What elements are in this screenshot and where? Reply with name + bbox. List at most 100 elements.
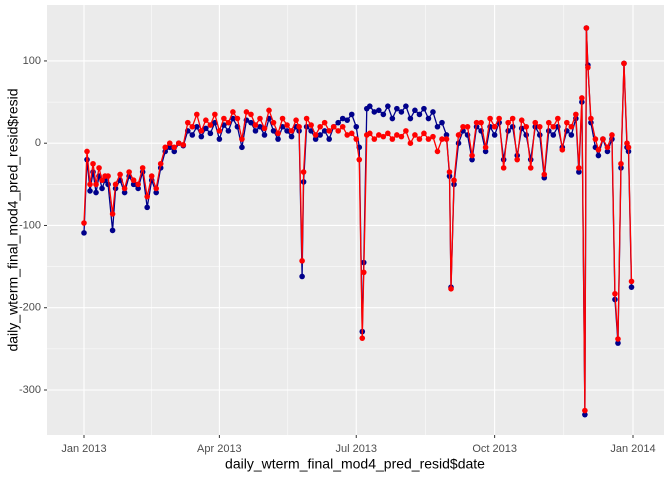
data-point: [398, 109, 405, 115]
data-point: [416, 136, 423, 142]
data-point: [293, 117, 299, 123]
data-point: [296, 123, 302, 130]
data-point: [403, 128, 409, 134]
data-point: [93, 189, 99, 196]
data-point: [621, 60, 627, 67]
data-point: [207, 122, 214, 128]
data-point: [207, 130, 214, 137]
data-point: [225, 128, 232, 134]
data-point: [344, 132, 351, 138]
data-point: [360, 269, 367, 276]
data-point: [248, 111, 254, 118]
data-point: [366, 103, 373, 109]
data-point: [81, 220, 87, 226]
data-point: [615, 340, 621, 346]
data-point: [389, 115, 396, 122]
data-point: [275, 136, 281, 142]
data-point: [380, 133, 387, 140]
data-point: [330, 123, 337, 130]
data-point: [380, 111, 387, 118]
data-point: [203, 117, 209, 123]
data-point: [317, 132, 323, 138]
data-point: [144, 204, 150, 211]
data-point: [628, 278, 635, 285]
data-point: [595, 152, 602, 159]
data-point: [126, 169, 132, 175]
data-point: [99, 177, 105, 184]
data-point: [448, 286, 454, 292]
data-point: [376, 107, 382, 114]
data-point: [455, 132, 462, 138]
data-point: [559, 146, 566, 153]
data-point: [356, 156, 363, 163]
data-point: [99, 185, 105, 192]
data-point: [184, 119, 191, 126]
data-point: [234, 115, 241, 122]
data-point: [482, 148, 489, 155]
data-point: [230, 109, 236, 115]
data-point: [523, 123, 530, 130]
x-tick-label: Jan 2014: [610, 443, 655, 455]
data-point: [573, 111, 579, 118]
x-tick-label: Jan 2013: [61, 443, 106, 455]
data-point: [487, 115, 493, 122]
data-point: [339, 115, 346, 122]
data-point: [148, 173, 155, 179]
x-tick-label: Apr 2013: [197, 443, 242, 455]
data-point: [284, 122, 290, 128]
data-point: [335, 119, 342, 126]
data-point: [135, 181, 141, 188]
data-point: [239, 144, 245, 151]
data-point: [257, 123, 263, 130]
data-point: [90, 160, 96, 167]
data-point: [509, 115, 516, 122]
data-point: [312, 136, 319, 142]
data-point: [473, 119, 480, 126]
data-point: [321, 119, 328, 126]
data-point: [130, 181, 137, 188]
data-point: [582, 411, 588, 418]
data-point: [239, 136, 245, 142]
data-point: [576, 169, 582, 175]
data-point: [505, 119, 511, 126]
data-point: [434, 123, 441, 130]
y-tick-label: 100: [23, 55, 41, 67]
data-point: [194, 111, 200, 118]
data-point: [550, 123, 557, 130]
y-tick-label: -200: [19, 302, 41, 314]
x-axis-title: daily_wterm_final_mod4_pred_resid$date: [225, 456, 485, 472]
data-point: [600, 136, 606, 142]
data-point: [212, 111, 218, 118]
data-point: [478, 119, 484, 126]
data-point: [221, 115, 227, 122]
y-tick-label: -300: [19, 384, 41, 396]
data-point: [385, 103, 391, 109]
data-point: [582, 407, 588, 414]
data-point: [628, 284, 635, 290]
data-point: [270, 128, 277, 134]
data-point: [157, 160, 164, 167]
data-point: [261, 125, 268, 132]
y-tick-label: 0: [35, 137, 41, 149]
y-tick-label: -100: [19, 219, 41, 231]
x-tick-label: Oct 2013: [472, 443, 517, 455]
data-point: [583, 25, 590, 31]
x-tick-label: Jul 2013: [335, 443, 377, 455]
data-point: [398, 133, 405, 140]
data-point: [460, 123, 466, 130]
data-point: [109, 211, 116, 217]
data-point: [171, 144, 178, 151]
data-point: [532, 119, 539, 126]
data-point: [425, 115, 432, 122]
data-point: [87, 188, 93, 194]
data-point: [545, 119, 552, 126]
data-point: [266, 107, 272, 114]
data-point: [609, 132, 615, 138]
data-point: [216, 136, 223, 142]
data-point: [303, 115, 310, 122]
data-point: [416, 111, 423, 118]
data-point: [509, 123, 516, 130]
data-point: [93, 181, 99, 188]
data-point: [348, 111, 355, 118]
data-point: [482, 144, 489, 151]
